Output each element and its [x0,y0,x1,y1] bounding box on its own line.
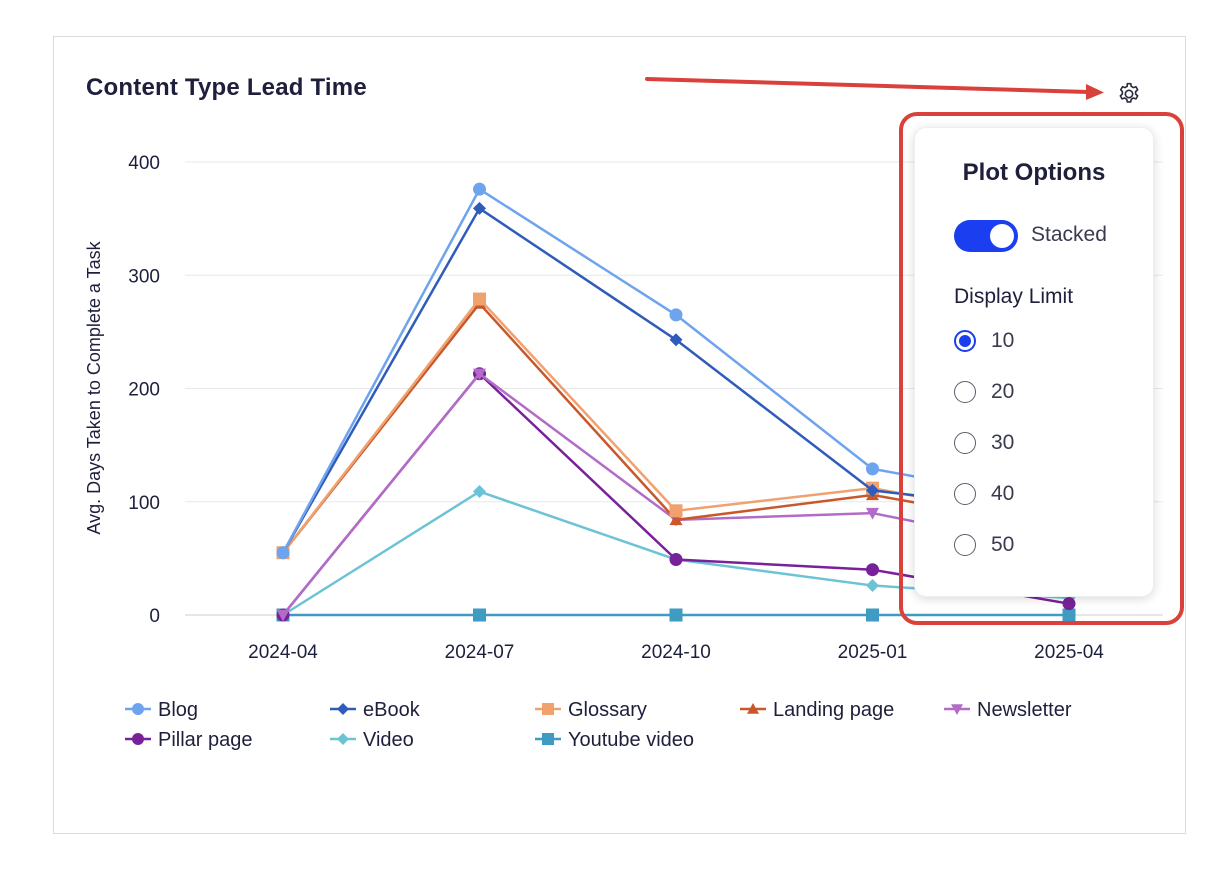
data-point [669,553,683,567]
data-point [1062,597,1076,611]
data-point [669,308,683,322]
y-axis-title: Avg. Days Taken to Complete a Task [84,240,104,534]
data-point [669,513,683,526]
display-limit-option-40[interactable]: 40 [954,480,1014,508]
legend-marker [132,733,144,745]
data-point [473,292,486,306]
data-point [473,485,486,499]
stacked-toggle[interactable] [954,220,1018,252]
legend-marker [337,703,349,715]
y-tick-label: 300 [128,266,160,287]
x-tick-label: 2024-04 [248,642,318,663]
y-tick-label: 0 [149,606,160,627]
x-tick-label: 2025-01 [838,642,908,663]
plot-options-popover: Plot Options Stacked Display Limit 10 20… [914,127,1154,597]
data-point [473,608,486,622]
data-point [276,609,290,622]
data-point [276,546,290,560]
x-tick-label: 2024-10 [641,642,711,663]
y-tick-label: 200 [128,380,160,401]
display-limit-option-30[interactable]: 30 [954,429,1014,457]
radio-label: 30 [991,431,1015,454]
legend-label: Video [363,729,414,751]
legend-marker [542,733,554,745]
radio-button[interactable] [954,534,976,556]
data-point [866,462,879,476]
radio-label: 20 [991,380,1015,403]
gear-icon [1119,82,1139,103]
legend-label: Pillar page [158,729,253,751]
legend-marker [951,704,963,715]
data-point [669,333,683,347]
legend-label: Blog [158,699,198,721]
display-limit-option-50[interactable]: 50 [954,531,1014,559]
toggle-knob [990,224,1014,248]
y-tick-label: 100 [128,493,160,514]
legend-label: Glossary [568,699,647,721]
legend-label: Newsletter [977,699,1072,721]
legend-label: Landing page [773,699,894,721]
x-tick-label: 2024-07 [445,642,515,663]
display-limit-option-10[interactable]: 10 [954,327,1014,355]
data-point [866,608,879,622]
legend-label: Youtube video [568,729,694,751]
radio-label: 40 [991,482,1015,505]
data-point [1062,608,1076,622]
stacked-label: Stacked [1031,223,1107,246]
y-tick-label: 400 [128,153,160,174]
radio-button[interactable] [954,432,976,454]
data-point [866,579,879,593]
data-point [669,608,683,622]
data-point [866,507,879,520]
display-limit-option-20[interactable]: 20 [954,378,1014,406]
legend-label: eBook [363,699,421,721]
chart-title: Content Type Lead Time [86,74,367,101]
display-limit-label: Display Limit [954,285,1074,308]
radio-label: 50 [991,533,1015,556]
data-point [473,182,486,196]
x-tick-label: 2025-04 [1034,642,1104,663]
popover-title: Plot Options [962,159,1106,186]
data-point [473,201,486,215]
data-point [866,563,879,577]
legend-marker [337,733,349,745]
data-point [866,483,879,497]
legend-marker [132,703,144,715]
radio-button[interactable] [954,381,976,403]
legend-marker [542,703,554,715]
radio-button[interactable] [954,330,976,352]
radio-label: 10 [991,329,1015,352]
legend-marker [747,703,759,714]
data-point [669,504,683,518]
settings-button[interactable] [1115,80,1143,108]
data-point [473,368,486,381]
radio-button[interactable] [954,483,976,505]
